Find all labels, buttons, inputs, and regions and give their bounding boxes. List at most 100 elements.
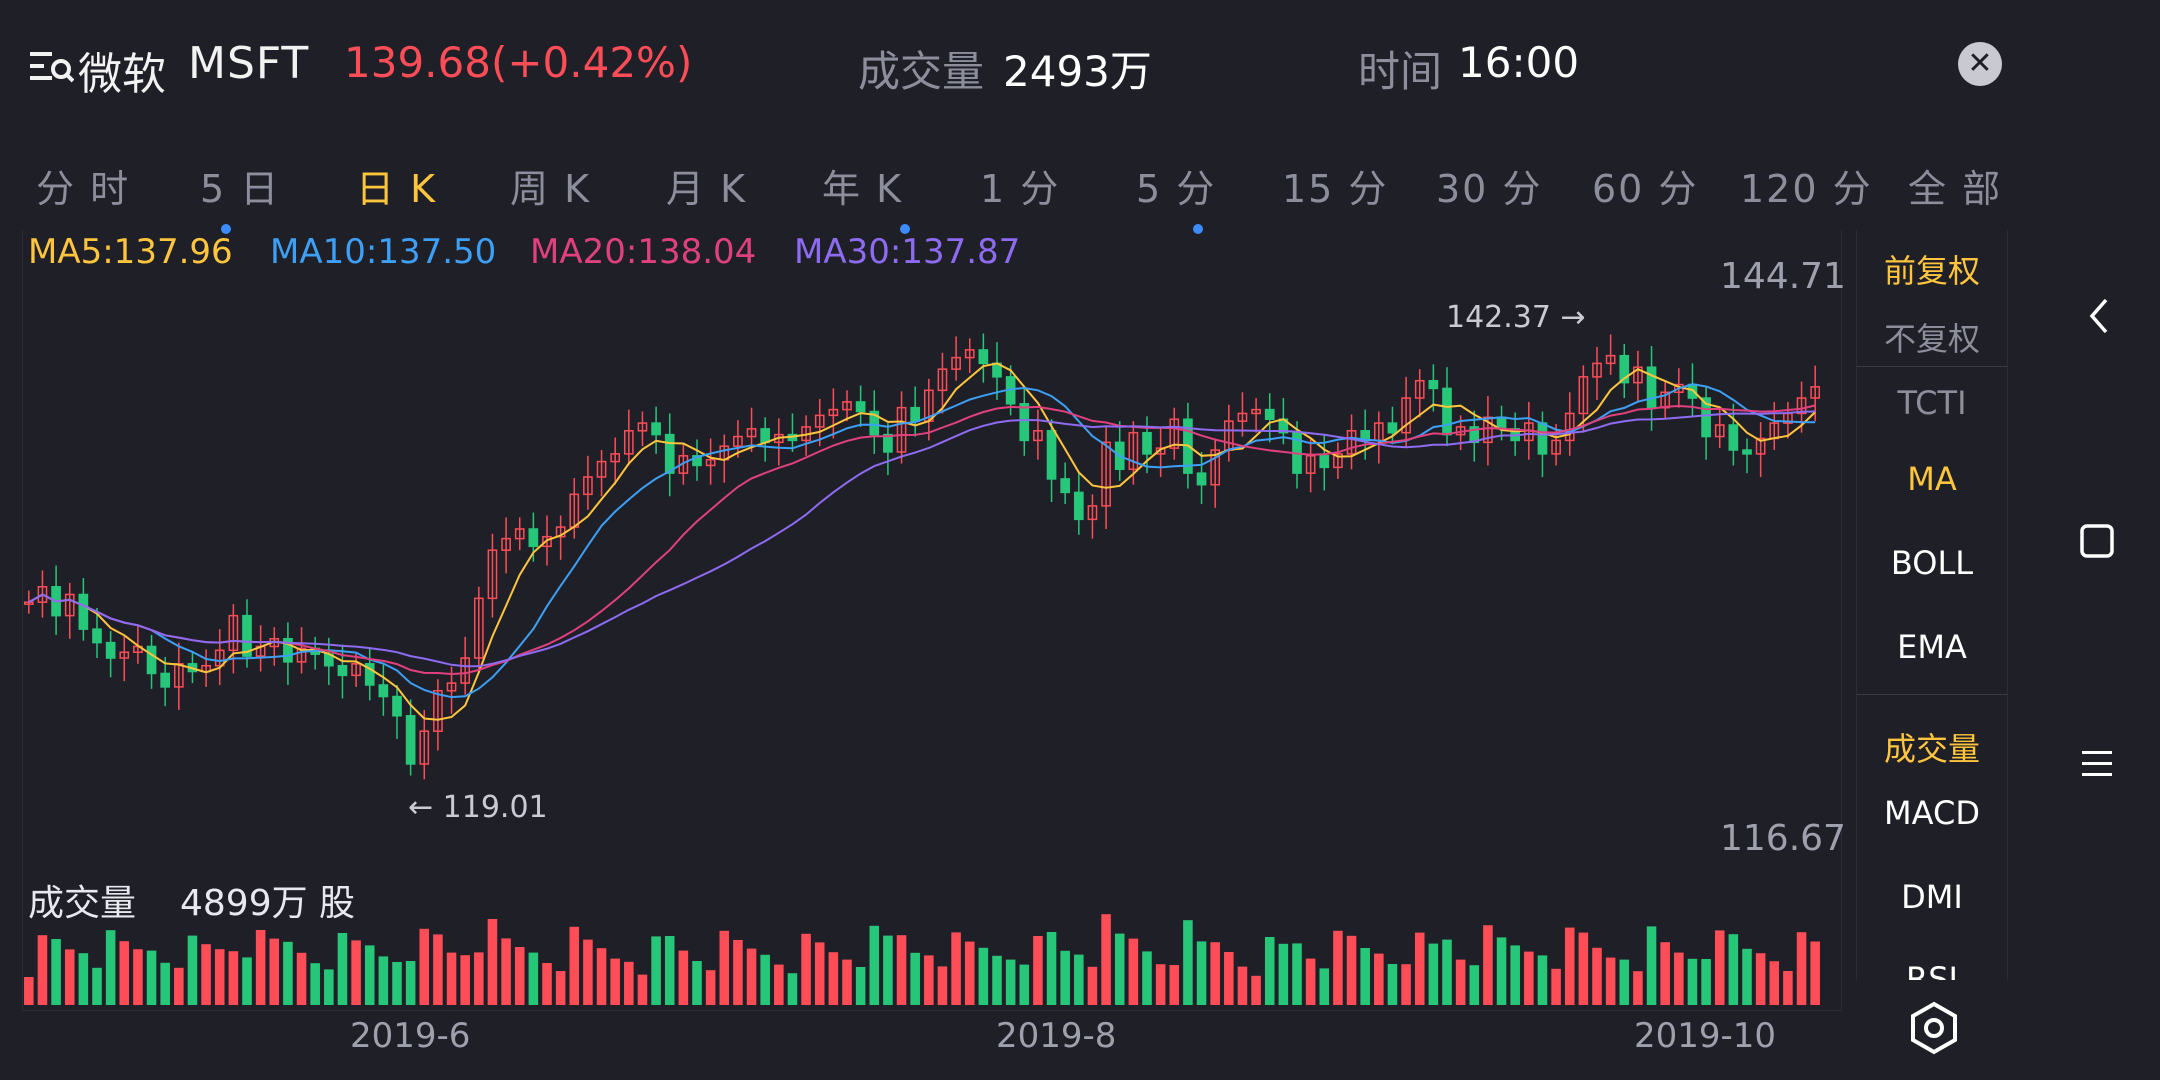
- volume-bar: [1728, 934, 1739, 1005]
- candle-body: [1046, 430, 1057, 480]
- candle-body: [1210, 449, 1221, 486]
- tab-monthly-k[interactable]: 月 K: [666, 167, 747, 211]
- candle-body: [651, 422, 661, 436]
- volume-bar: [1087, 966, 1098, 1005]
- indicator-tcti[interactable]: TCTI: [1897, 384, 1967, 422]
- volume-bar: [1810, 941, 1820, 1005]
- tab-all[interactable]: 全 部: [1908, 167, 2003, 211]
- indicator-rsi[interactable]: RSI: [1906, 960, 1958, 980]
- close-button[interactable]: ✕: [1958, 42, 2002, 86]
- close-icon: ✕: [1967, 46, 1993, 81]
- volume-bar: [378, 956, 389, 1005]
- candle-body: [1128, 431, 1139, 471]
- volume-bar: [1251, 975, 1261, 1005]
- candle-body: [337, 664, 348, 677]
- volume-bar: [460, 955, 470, 1005]
- candle-body: [910, 406, 921, 422]
- candle-body: [1401, 397, 1411, 434]
- tab-60min[interactable]: 60 分: [1592, 167, 1699, 211]
- candle-body: [760, 428, 771, 444]
- candle-body: [1237, 412, 1248, 422]
- candle-body: [283, 638, 293, 663]
- candle-body: [1742, 449, 1752, 455]
- volume-bar: [269, 938, 280, 1005]
- volume-bar: [146, 950, 157, 1005]
- volume-bar: [1114, 933, 1125, 1005]
- volume-bar: [1319, 968, 1330, 1005]
- tab-dot: [1193, 224, 1203, 234]
- menu-search-icon[interactable]: [30, 44, 74, 88]
- volume-bar: [1605, 957, 1616, 1005]
- tab-120min[interactable]: 120 分: [1740, 167, 1873, 211]
- tab-intraday[interactable]: 分 时: [36, 167, 131, 211]
- indicator-forward-adjusted[interactable]: 前复权: [1883, 252, 1980, 290]
- indicator-ma[interactable]: MA: [1907, 460, 1957, 498]
- divider: [1857, 694, 2007, 695]
- back-nav-icon[interactable]: [2084, 296, 2114, 336]
- volume-bar: [774, 964, 784, 1005]
- volume-bar: [637, 974, 648, 1005]
- candle-body: [842, 401, 852, 411]
- indicator-dmi[interactable]: DMI: [1901, 878, 1963, 916]
- volume-bar: [1633, 971, 1643, 1005]
- indicator-unadjusted[interactable]: 不复权: [1883, 320, 1980, 358]
- chart-panel[interactable]: [22, 230, 1842, 1011]
- volume-bar: [1646, 926, 1657, 1005]
- volume-bar: [1169, 965, 1180, 1005]
- volume-bar: [337, 933, 348, 1005]
- candle-body: [937, 368, 948, 392]
- tab-15min[interactable]: 15 分: [1282, 167, 1389, 211]
- candle-body: [1428, 379, 1439, 390]
- candle-body: [1551, 439, 1561, 455]
- indicator-boll[interactable]: BOLL: [1890, 544, 1974, 582]
- volume-chart[interactable]: [22, 905, 1840, 1005]
- volume-bar: [1524, 951, 1534, 1005]
- ma5-label: MA5:137.96: [28, 232, 233, 272]
- candle-body: [378, 684, 389, 698]
- volume-value: 2493万: [1003, 47, 1152, 96]
- volume-bar: [1769, 961, 1780, 1005]
- volume-bar: [1210, 942, 1220, 1005]
- volume-bar: [651, 936, 661, 1005]
- candle-body: [433, 690, 443, 732]
- ma20-line: [28, 404, 1816, 676]
- volume-bar: [542, 963, 552, 1005]
- volume-bar: [324, 969, 334, 1005]
- ma30-line: [28, 410, 1816, 668]
- tab-5day[interactable]: 5 日: [200, 167, 281, 211]
- volume-bar: [1701, 959, 1711, 1005]
- candle-body: [855, 401, 866, 413]
- candle-body: [883, 433, 893, 453]
- candle-body: [1619, 354, 1630, 384]
- home-nav-icon[interactable]: [2078, 522, 2116, 560]
- tab-yearly-k[interactable]: 年 K: [822, 167, 903, 211]
- recents-nav-icon[interactable]: [2080, 748, 2114, 780]
- candle-body: [746, 428, 757, 438]
- volume-bar: [78, 953, 89, 1005]
- volume-bar: [1796, 932, 1807, 1005]
- volume-bar: [746, 948, 757, 1005]
- candle-body: [501, 537, 511, 551]
- volume-panel-value: 4899万 股: [180, 883, 356, 924]
- candle-body: [692, 455, 702, 467]
- tab-1min[interactable]: 1 分: [980, 167, 1061, 211]
- candle-body: [214, 649, 225, 667]
- candle-body: [119, 651, 130, 659]
- tab-weekly-k[interactable]: 周 K: [510, 167, 591, 211]
- tab-30min[interactable]: 30 分: [1436, 167, 1543, 211]
- volume-bar: [1264, 937, 1275, 1005]
- volume-bar: [610, 958, 620, 1005]
- volume-bar: [964, 941, 975, 1005]
- indicator-macd[interactable]: MACD: [1884, 794, 1980, 832]
- ma5-line: [28, 362, 1816, 721]
- tab-daily-k[interactable]: 日 K: [356, 167, 437, 211]
- candle-body: [705, 458, 716, 467]
- period-tabs: 分 时 5 日 日 K 周 K 月 K 年 K 1 分 5 分 15 分 30 …: [0, 140, 2020, 234]
- settings-icon[interactable]: [1906, 1000, 1962, 1056]
- candlestick-chart[interactable]: [22, 290, 1840, 830]
- volume-bar: [242, 957, 252, 1005]
- indicator-volume[interactable]: 成交量: [1883, 730, 1980, 768]
- indicator-ema[interactable]: EMA: [1897, 628, 1967, 666]
- tab-5min[interactable]: 5 分: [1136, 167, 1217, 211]
- candle-body: [1796, 397, 1807, 415]
